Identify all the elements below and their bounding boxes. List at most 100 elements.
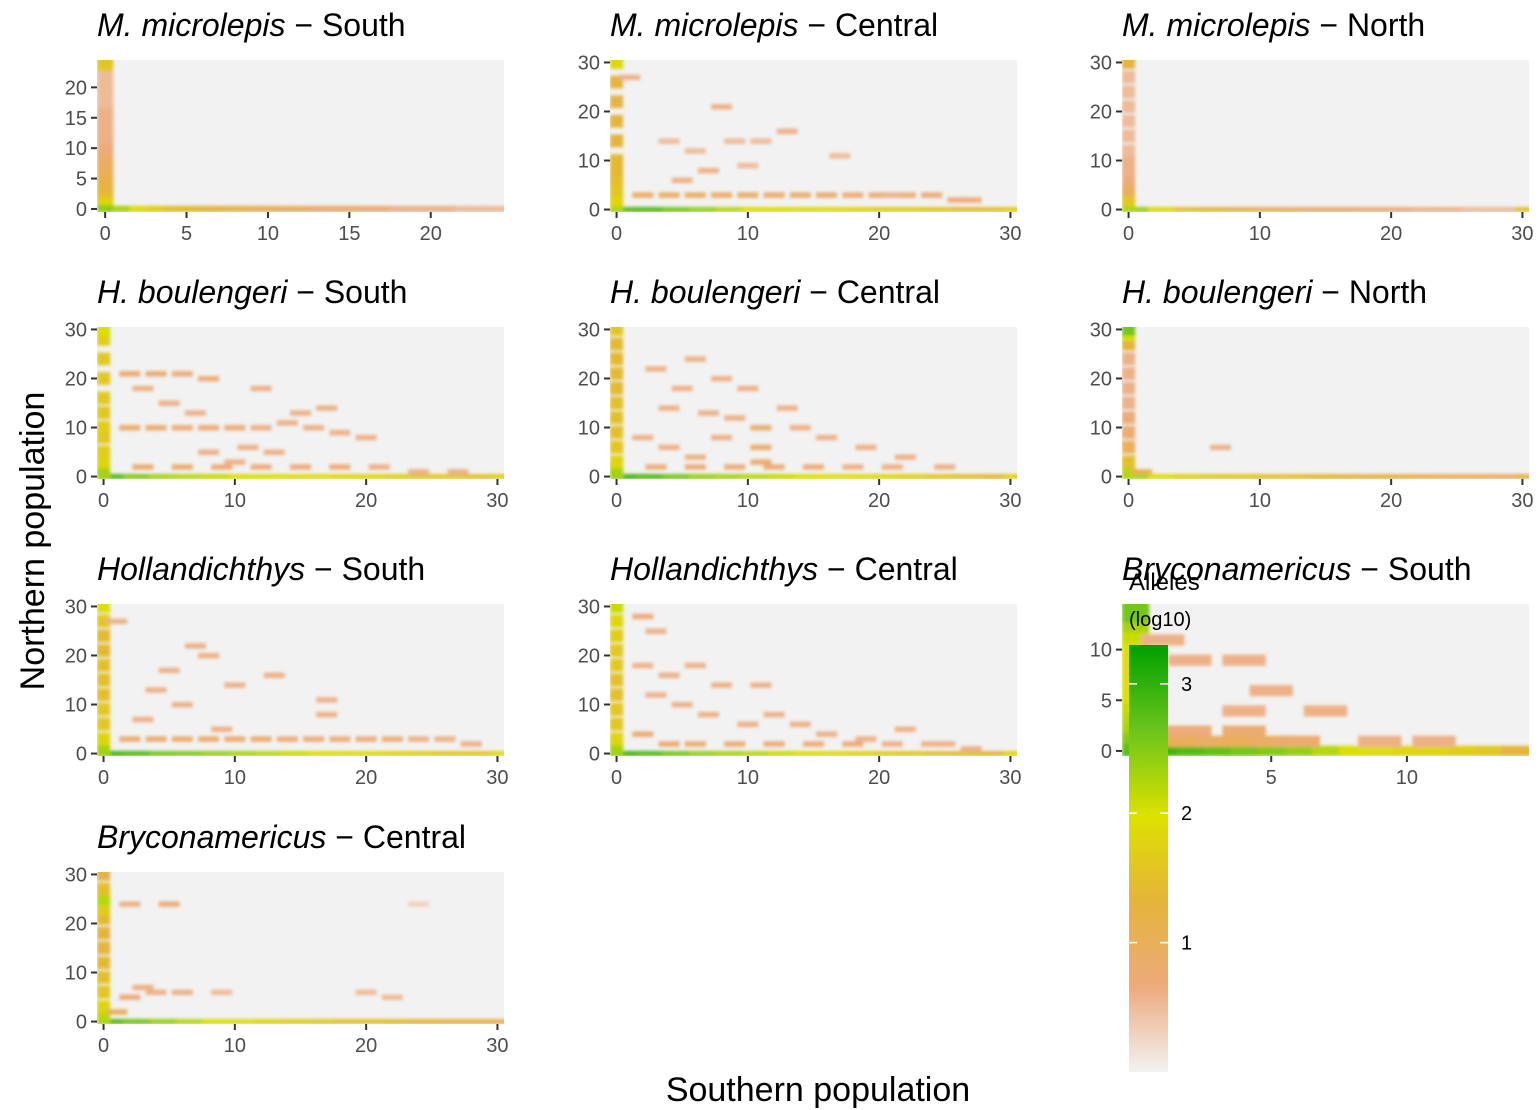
y-tick-label: 20	[578, 368, 600, 390]
heatmap-cell	[1437, 207, 1466, 212]
heatmap-cell	[1168, 735, 1212, 747]
heatmap-cell	[1003, 474, 1017, 479]
panel-background	[97, 604, 504, 756]
heatmap-cell	[1253, 207, 1283, 212]
heatmap-cell	[684, 192, 706, 198]
y-tick-label: 20	[1090, 368, 1112, 390]
heatmap-cell	[610, 742, 624, 756]
x-tick-label: 10	[737, 490, 759, 512]
heatmap-cell	[119, 371, 141, 377]
x-tick-label: 10	[1249, 490, 1271, 512]
heatmap-cell	[434, 736, 456, 742]
y-tick-label: 10	[65, 418, 87, 440]
panel-title-location: − North	[1312, 274, 1427, 310]
heatmap-cell	[385, 1019, 415, 1024]
heatmap-cell	[894, 454, 916, 460]
heatmap-cell	[228, 751, 258, 756]
heatmap-cell	[1305, 474, 1335, 479]
heatmap-cell	[610, 717, 624, 731]
heatmap-cell	[610, 644, 624, 657]
heatmap-cell	[737, 192, 759, 198]
heatmap-cell	[1515, 474, 1529, 479]
heatmap-cell	[610, 411, 624, 425]
heatmap-cell	[224, 682, 246, 688]
heatmap-cell	[610, 426, 624, 439]
heatmap-cell	[872, 751, 902, 756]
heatmap-cell	[816, 192, 838, 198]
heatmap-cell	[97, 882, 111, 896]
panel-title-species: Bryconamericus	[97, 819, 326, 855]
heatmap-cell	[750, 444, 772, 451]
y-tick-label: 10	[578, 151, 600, 173]
x-tick-label: 20	[355, 767, 377, 789]
heatmap-cell	[224, 459, 246, 465]
heatmap-cell	[632, 613, 654, 620]
heatmap-cell	[1122, 367, 1136, 380]
heatmap-cell	[97, 956, 111, 970]
heatmap-cell	[645, 366, 667, 372]
heatmap-cell	[1515, 207, 1529, 212]
x-tick-label: 30	[999, 490, 1021, 512]
heatmap-cell	[490, 1019, 504, 1024]
heatmap-cell	[1279, 474, 1309, 479]
heatmap-cell	[1122, 60, 1136, 69]
panel-title-location: − South	[305, 551, 425, 587]
heatmap-cell	[1122, 114, 1136, 128]
heatmap-cell	[610, 95, 624, 109]
heatmap-cell	[250, 464, 272, 470]
heatmap-cell	[789, 192, 811, 198]
heatmap-cell	[750, 138, 772, 144]
heatmap-cell	[1122, 144, 1136, 158]
heatmap-cell	[1332, 207, 1361, 212]
heatmap-cell	[925, 751, 954, 756]
heatmap-cell	[303, 736, 325, 742]
heatmap-cell	[763, 192, 785, 198]
heatmap-cell	[610, 173, 624, 187]
heatmap-cell	[97, 872, 111, 881]
heatmap-cell	[490, 474, 504, 479]
heatmap-cell	[724, 741, 746, 747]
heatmap-cell	[471, 205, 504, 212]
heatmap-cell	[97, 941, 111, 955]
heatmap-cell	[898, 207, 928, 212]
heatmap-cell	[316, 711, 338, 718]
heatmap-cell	[381, 994, 403, 1000]
heatmap-cell	[671, 702, 693, 708]
x-axis-title: Southern population	[666, 1071, 970, 1109]
heatmap-cell	[1384, 474, 1414, 479]
heatmap-cell	[97, 971, 111, 984]
x-tick-label: 30	[486, 767, 508, 789]
heatmap-cell	[645, 628, 667, 634]
panel-title: M. microlepis − North	[1122, 7, 1425, 43]
heatmap-cell	[385, 751, 415, 756]
heatmap-cell	[198, 449, 220, 455]
y-tick-label: 0	[76, 467, 87, 489]
x-tick-label: 0	[611, 767, 622, 789]
heatmap-cell	[868, 192, 890, 198]
heatmap-cell	[816, 434, 838, 441]
heatmap-cell	[1122, 337, 1136, 351]
heatmap-cell	[881, 192, 903, 198]
heatmap-cell	[408, 901, 430, 907]
x-tick-label: 20	[868, 767, 890, 789]
panel-title: Bryconamericus − Central	[97, 819, 466, 855]
panel-title-species: H. boulengeri	[610, 274, 801, 310]
heatmap-cell	[307, 751, 336, 756]
heatmap-cell	[132, 464, 154, 470]
heatmap-cell	[1222, 735, 1266, 747]
heatmap-cell	[872, 207, 902, 212]
x-tick-label: 0	[611, 490, 622, 512]
heatmap-cell	[658, 672, 680, 679]
heatmap-cell	[184, 643, 206, 649]
x-tick-label: 0	[100, 223, 111, 245]
heatmap-cell	[802, 741, 825, 747]
legend-tick-label: 1	[1181, 933, 1192, 955]
heatmap-cell	[97, 658, 111, 672]
heatmap-cell	[381, 736, 403, 742]
heatmap-cell	[632, 662, 654, 669]
heatmap-cell	[355, 434, 377, 441]
heatmap-cell	[1200, 207, 1230, 212]
heatmap-cell	[1003, 751, 1017, 756]
heatmap-cell	[1412, 735, 1456, 747]
heatmap-cell	[276, 736, 298, 742]
